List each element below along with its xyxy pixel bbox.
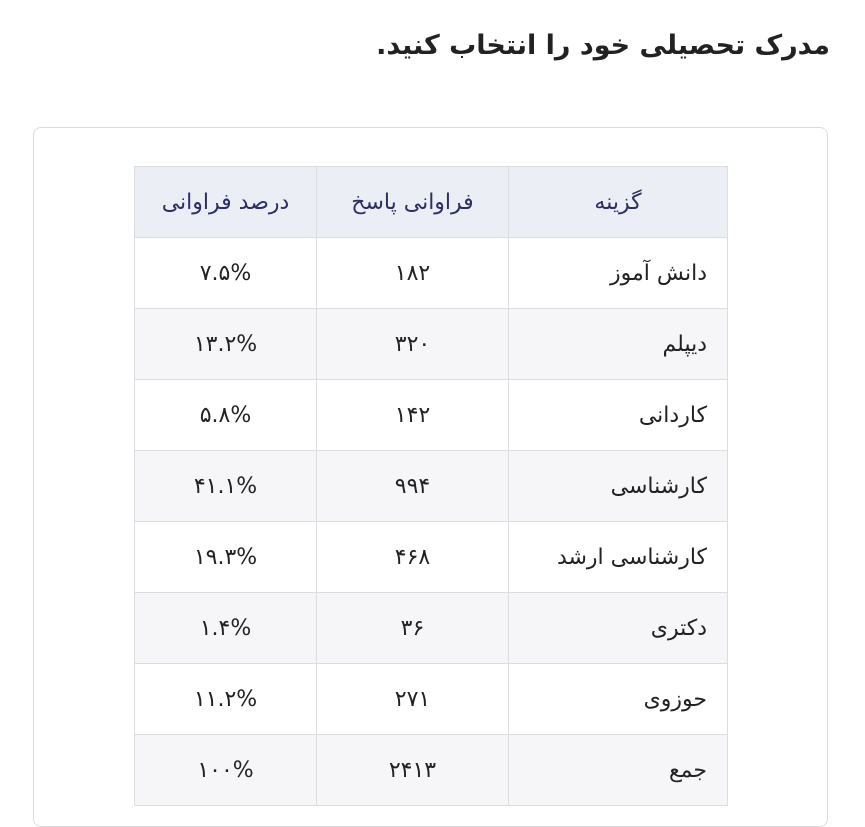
frequency-cell: ۱۸۲ — [316, 237, 509, 309]
percent-cell: ۱.۴% — [134, 592, 317, 664]
option-cell: کارشناسی — [508, 450, 728, 522]
percent-cell: ۷.۵% — [134, 237, 317, 309]
frequency-cell: ۳۶ — [316, 592, 509, 664]
frequency-cell: ۱۴۲ — [316, 379, 509, 451]
option-cell: حوزوی — [508, 663, 728, 735]
option-cell: کارشناسی ارشد — [508, 521, 728, 593]
percent-cell: ۴۱.۱% — [134, 450, 317, 522]
table-row: دانش آموز ۱۸۲ ۷.۵% — [134, 237, 728, 309]
frequency-cell: ۲۷۱ — [316, 663, 509, 735]
frequency-cell: ۳۲۰ — [316, 308, 509, 380]
header-frequency: فراوانی پاسخ — [316, 166, 509, 238]
question-title: مدرک تحصیلی خود را انتخاب کنید. — [376, 30, 830, 61]
table-header-row: گزینه فراوانی پاسخ درصد فراوانی — [134, 166, 728, 238]
header-percent: درصد فراوانی — [134, 166, 317, 238]
percent-cell: ۱۱.۲% — [134, 663, 317, 735]
header-option: گزینه — [508, 166, 728, 238]
results-table: گزینه فراوانی پاسخ درصد فراوانی دانش آمو… — [134, 166, 728, 806]
frequency-cell: ۴۶۸ — [316, 521, 509, 593]
table-row: حوزوی ۲۷۱ ۱۱.۲% — [134, 663, 728, 735]
frequency-cell: ۹۹۴ — [316, 450, 509, 522]
table-row: کارشناسی ۹۹۴ ۴۱.۱% — [134, 450, 728, 522]
percent-cell: ۱۳.۲% — [134, 308, 317, 380]
percent-cell: ۵.۸% — [134, 379, 317, 451]
table-row: دیپلم ۳۲۰ ۱۳.۲% — [134, 308, 728, 380]
results-card: گزینه فراوانی پاسخ درصد فراوانی دانش آمو… — [33, 127, 828, 827]
table-row: جمع ۲۴۱۳ ۱۰۰% — [134, 734, 728, 806]
table-row: کاردانی ۱۴۲ ۵.۸% — [134, 379, 728, 451]
table-row: کارشناسی ارشد ۴۶۸ ۱۹.۳% — [134, 521, 728, 593]
option-cell: جمع — [508, 734, 728, 806]
table-row: دکتری ۳۶ ۱.۴% — [134, 592, 728, 664]
frequency-cell: ۲۴۱۳ — [316, 734, 509, 806]
option-cell: دکتری — [508, 592, 728, 664]
option-cell: دیپلم — [508, 308, 728, 380]
option-cell: کاردانی — [508, 379, 728, 451]
option-cell: دانش آموز — [508, 237, 728, 309]
percent-cell: ۱۰۰% — [134, 734, 317, 806]
percent-cell: ۱۹.۳% — [134, 521, 317, 593]
